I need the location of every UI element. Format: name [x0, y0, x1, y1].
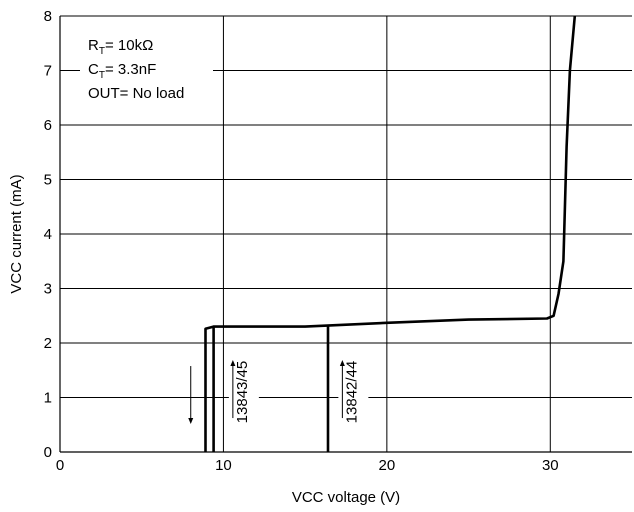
curve-annotation: 13842/44	[338, 348, 369, 437]
curve-label: 13842/44	[343, 361, 360, 424]
series-line	[212, 15, 577, 452]
y-tick-label: 8	[44, 8, 52, 25]
curve-label: 13843/45	[234, 361, 251, 424]
tick-labels: 0 10 20 30 0 1 2 3 4 5 6 7 8	[44, 8, 559, 474]
conditions-legend: RT= 10kΩ CT= 3.3nF OUT= No load	[88, 37, 184, 102]
x-tick-label: 0	[56, 457, 64, 474]
curve-annotation: 13843/45	[228, 348, 259, 437]
conditions-box-bg	[80, 30, 213, 108]
y-tick-label: 5	[44, 172, 52, 189]
series-line	[204, 325, 214, 452]
x-axis-title: VCC voltage (V)	[292, 489, 400, 506]
y-axis-title: VCC current (mA)	[8, 174, 25, 293]
y-tick-label: 1	[44, 390, 52, 407]
annotation-arrow-head	[188, 418, 194, 425]
x-tick-label: 10	[215, 457, 232, 474]
annotations: 13843/45 13842/44	[188, 348, 369, 437]
y-tick-label: 0	[44, 444, 52, 461]
x-tick-label: 30	[542, 457, 559, 474]
annotation-arrow-head	[230, 360, 236, 367]
condition-line: RT= 10kΩ	[88, 37, 153, 57]
condition-line: OUT= No load	[88, 85, 184, 102]
x-tick-label: 20	[379, 457, 396, 474]
plot-frame	[59, 15, 632, 453]
y-tick-label: 7	[44, 63, 52, 80]
y-tick-label: 4	[44, 226, 52, 243]
condition-line: CT= 3.3nF	[88, 61, 156, 81]
y-tick-label: 3	[44, 281, 52, 298]
y-tick-label: 6	[44, 117, 52, 134]
y-tick-label: 2	[44, 335, 52, 352]
annotation-arrow-head	[339, 360, 345, 367]
curve-annotation	[188, 366, 194, 425]
series-layer	[204, 15, 577, 452]
